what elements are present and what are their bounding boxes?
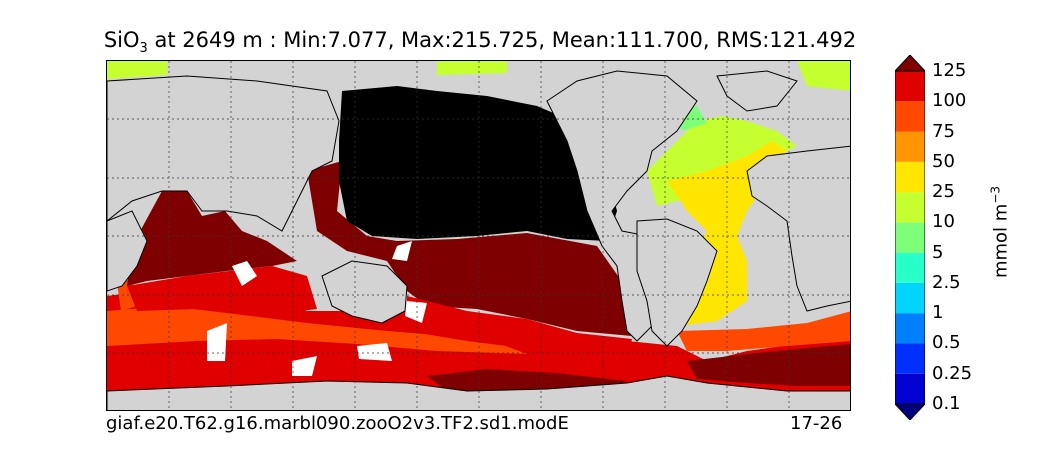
colorbar-tick-label: 25 bbox=[932, 181, 955, 203]
case-name: giaf.e20.T62.g16.marbl090.zooO2v3.TF2.sd… bbox=[106, 413, 569, 434]
colorbar-tick-label: 75 bbox=[932, 120, 955, 142]
title-stats: at 2649 m : Min:7.077, Max:215.725, Mean… bbox=[147, 28, 857, 52]
colorbar-segment bbox=[895, 252, 925, 283]
colorbar-tick-label: 1 bbox=[932, 302, 944, 324]
land-asia bbox=[107, 75, 340, 232]
year-range: 17-26 bbox=[790, 413, 843, 434]
colorbar-segment bbox=[895, 71, 925, 102]
colorbar-segment bbox=[895, 343, 925, 374]
land-africa-west bbox=[107, 210, 148, 292]
colorbar-segment bbox=[895, 161, 925, 193]
colorbar-extend-min bbox=[895, 403, 925, 420]
arctic-green-strip bbox=[107, 61, 850, 91]
north-pacific-region bbox=[339, 86, 617, 241]
colorbar bbox=[895, 55, 925, 420]
land-africa-eurasia bbox=[746, 145, 850, 312]
colorbar-frame bbox=[895, 70, 925, 405]
title-variable: SiO bbox=[103, 28, 140, 52]
map-gridlines bbox=[107, 61, 850, 410]
plot-title: SiO3 at 2649 m : Min:7.077, Max:215.725,… bbox=[0, 28, 960, 56]
south-pacific-red bbox=[407, 296, 632, 361]
colorbar-segment bbox=[895, 131, 925, 162]
colorbar-segment bbox=[895, 101, 925, 132]
colorbar-extend-max bbox=[895, 55, 925, 72]
colorbar-segment bbox=[895, 222, 925, 253]
colorbar-segment bbox=[895, 282, 925, 314]
colorbar-tick-label: 0.25 bbox=[932, 362, 973, 384]
units-label: mmol m−3 bbox=[989, 186, 1012, 278]
land-australia bbox=[321, 260, 408, 324]
missing-shelf-2 bbox=[207, 323, 392, 376]
orange-band-atlantic bbox=[677, 311, 850, 351]
orange-band-south bbox=[107, 306, 527, 354]
units-exponent: −3 bbox=[988, 185, 1003, 204]
colorbar-segment bbox=[895, 192, 925, 223]
dark-red-antarctic-atlantic bbox=[687, 344, 850, 386]
map-panel bbox=[106, 60, 851, 411]
colorbar-segment bbox=[895, 373, 925, 404]
colorbar-tick-label: 125 bbox=[932, 60, 967, 81]
colorbar-tick-label: 100 bbox=[932, 90, 967, 112]
ocean-map bbox=[107, 61, 850, 410]
colorbar-tick-label: 0.1 bbox=[932, 393, 961, 414]
units-text: mmol m bbox=[990, 203, 1012, 279]
colorbar-tick-label: 50 bbox=[932, 150, 955, 172]
colorbar-tick-label: 5 bbox=[932, 241, 944, 263]
title-subscript: 3 bbox=[139, 41, 148, 57]
colorbar-tick-label: 10 bbox=[932, 211, 955, 233]
indian-ocean-red bbox=[127, 266, 317, 316]
colorbar-tick-label: 0.5 bbox=[932, 332, 961, 354]
indian-ocean-region bbox=[127, 191, 297, 286]
west-pacific-region bbox=[307, 161, 632, 336]
colorbar-tick-label: 2.5 bbox=[932, 271, 961, 293]
missing-shelf-1 bbox=[232, 241, 427, 323]
land-south-america bbox=[636, 218, 718, 347]
colorbar-segment bbox=[895, 313, 925, 344]
